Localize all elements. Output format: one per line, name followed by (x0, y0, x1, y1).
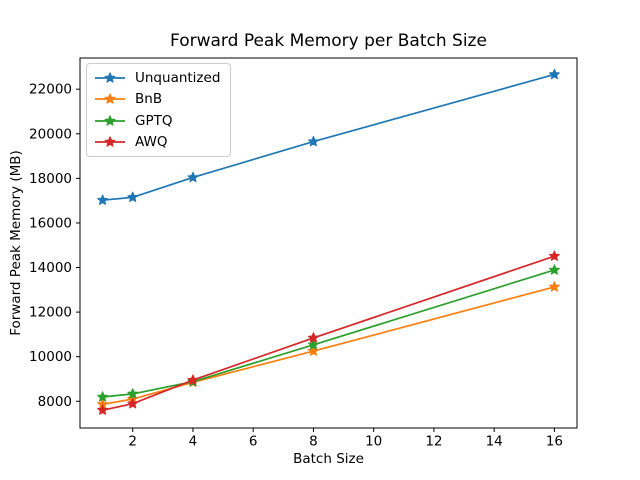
data-point-marker-unquantized (548, 68, 560, 80)
legend-star-icon (104, 136, 116, 147)
axes-spines (79, 57, 578, 429)
x-tick-label: 14 (486, 434, 503, 450)
legend-line-star-icon (95, 136, 125, 147)
chart-title: Forward Peak Memory per Batch Size (170, 31, 487, 51)
x-tick-label: 10 (365, 434, 382, 450)
x-tick-label: 16 (546, 434, 563, 450)
legend-entry-gptq: GPTQ (94, 112, 220, 129)
y-tick-label: 18000 (29, 171, 72, 187)
legend-entry-unquantized: Unquantized (94, 69, 220, 86)
x-tick-label: 12 (425, 434, 442, 450)
x-tick-label: 8 (309, 434, 318, 450)
legend-line-star-icon (95, 71, 125, 83)
legend-label: Unquantized (135, 69, 221, 86)
y-tick-label: 20000 (29, 126, 72, 142)
legend-star-icon (104, 93, 116, 104)
legend-label: BnB (135, 91, 163, 107)
legend: Unquantized BnB GPTQ AWQ (86, 63, 232, 157)
data-point-marker-unquantized (307, 135, 319, 147)
data-point-marker-awq (187, 374, 199, 385)
y-tick-label: 10000 (29, 349, 72, 365)
legend-label: GPTQ (135, 112, 173, 129)
y-tick-label: 22000 (29, 82, 72, 98)
legend-star-icon (104, 114, 116, 126)
legend-label: AWQ (135, 134, 168, 150)
y-tick-label: 8000 (38, 394, 72, 410)
data-point-marker-unquantized (127, 191, 139, 203)
y-tick-label: 16000 (29, 215, 72, 231)
legend-line-star-icon (95, 93, 125, 104)
legend-star-icon (104, 71, 116, 83)
y-tick-label: 14000 (29, 260, 72, 276)
y-tick-label: 12000 (29, 305, 72, 321)
data-point-marker-bnb (307, 345, 319, 356)
data-point-marker-gptq (127, 388, 139, 399)
data-point-marker-awq (307, 332, 319, 343)
data-point-marker-gptq (307, 339, 319, 350)
data-point-marker-awq (127, 398, 139, 409)
data-point-marker-awq (548, 250, 560, 261)
data-point-marker-unquantized (97, 194, 109, 205)
data-point-marker-unquantized (187, 171, 199, 183)
data-point-marker-gptq (97, 391, 109, 402)
legend-entry-bnb: BnB (94, 91, 220, 108)
legend-line-star-icon (95, 114, 125, 126)
data-point-marker-awq (97, 404, 109, 415)
x-tick-label: 6 (249, 434, 258, 450)
data-point-marker-gptq (548, 264, 560, 275)
x-tick-label: 4 (189, 434, 198, 450)
data-point-marker-bnb (548, 281, 560, 292)
x-tick-label: 2 (128, 434, 137, 450)
x-axis-label: Batch Size (293, 451, 364, 467)
legend-entry-awq: AWQ (94, 134, 220, 151)
